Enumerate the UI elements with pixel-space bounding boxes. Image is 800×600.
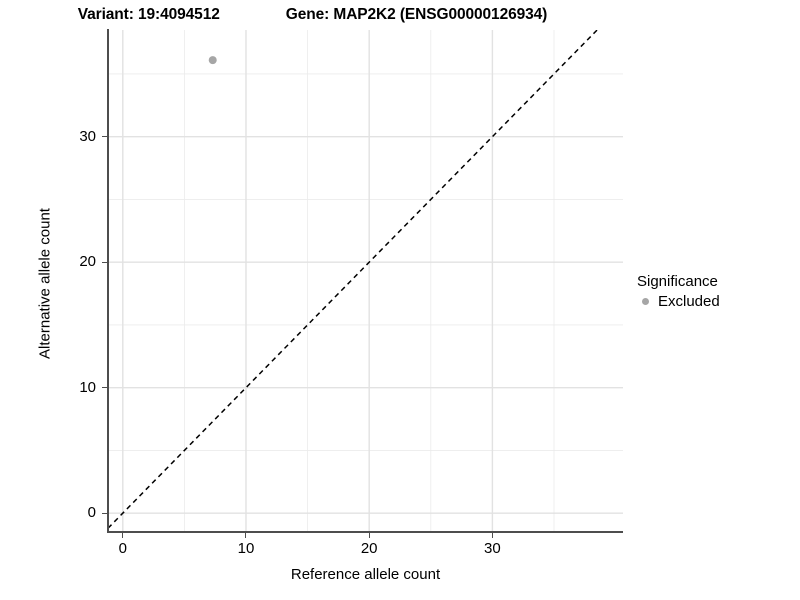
x-tick-mark	[491, 533, 493, 538]
y-tick-mark	[102, 136, 107, 138]
data-point	[208, 56, 217, 65]
y-tick-mark	[102, 387, 107, 389]
gene-title: Gene: MAP2K2 (ENSG00000126934)	[285, 6, 548, 23]
x-tick-mark	[122, 533, 124, 538]
y-tick-label: 0	[87, 504, 96, 522]
y-tick-label: 30	[79, 127, 96, 145]
legend-entry[interactable]: Excluded	[637, 293, 797, 310]
y-tick-mark	[102, 512, 107, 514]
legend-entries: Excluded	[637, 293, 797, 310]
x-axis-line	[107, 531, 623, 533]
plot-title-row: Variant: 19:4094512 Gene: MAP2K2 (ENSG00…	[0, 4, 625, 26]
x-tick-mark	[245, 533, 247, 538]
y-tick-label: 10	[79, 378, 96, 396]
data-points-layer	[208, 56, 217, 65]
variant-title: Variant: 19:4094512	[77, 6, 220, 23]
x-tick-label: 30	[484, 540, 501, 557]
identity-reference-line	[108, 30, 599, 529]
y-tick-mark	[102, 261, 107, 263]
major-gridlines	[108, 30, 623, 532]
plot-panel	[108, 30, 623, 532]
legend-marker-icon	[637, 294, 653, 310]
plot-panel-canvas	[108, 30, 623, 532]
x-tick-label: 0	[118, 540, 127, 557]
x-tick-label: 10	[237, 540, 255, 557]
y-axis-line	[107, 29, 109, 533]
y-tick-label: 20	[79, 253, 96, 271]
x-tick-label: 20	[360, 540, 378, 557]
legend-entry-label: Excluded	[658, 293, 720, 310]
x-axis-label: Reference allele count	[290, 566, 441, 583]
y-axis-label: Alternative allele count	[36, 208, 54, 359]
legend: Significance Excluded	[637, 272, 797, 310]
x-tick-mark	[368, 533, 370, 538]
legend-title: Significance	[637, 273, 718, 290]
minor-gridlines	[108, 30, 623, 532]
